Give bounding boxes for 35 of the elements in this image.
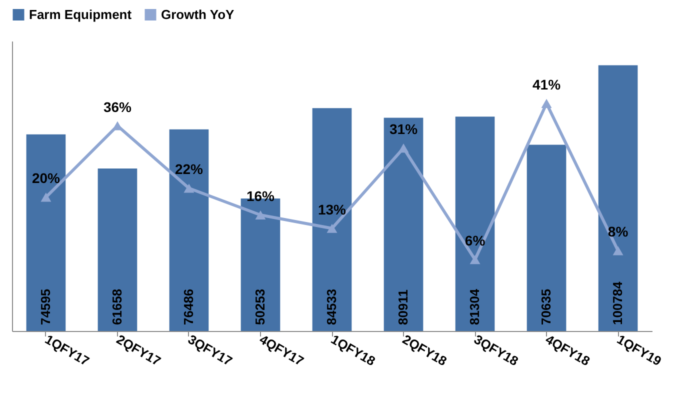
data-label: 61658 xyxy=(109,288,124,325)
data-label: 20% xyxy=(32,170,61,186)
data-label: 81304 xyxy=(467,288,482,325)
bar xyxy=(598,65,638,331)
point xyxy=(541,98,552,108)
point xyxy=(255,210,266,220)
bar xyxy=(455,116,495,331)
data-label: 50253 xyxy=(252,288,268,325)
point xyxy=(184,184,194,193)
data-label: 80911 xyxy=(396,290,411,325)
data-label: 22% xyxy=(174,161,204,178)
bar xyxy=(26,134,66,331)
bar xyxy=(384,118,424,331)
data-label: 41% xyxy=(532,76,562,92)
bar xyxy=(526,144,566,331)
data-label: 13% xyxy=(318,201,347,218)
point xyxy=(612,246,624,256)
point xyxy=(470,255,480,264)
legend-label: Growth YoY xyxy=(161,6,235,22)
data-label: 8% xyxy=(608,224,629,240)
data-label: 84533 xyxy=(324,288,339,325)
point xyxy=(40,192,52,202)
data-label: 70635 xyxy=(538,288,554,325)
point xyxy=(326,224,338,233)
bar xyxy=(312,108,352,331)
data-label: 100784 xyxy=(610,280,626,325)
data-label: 31% xyxy=(389,121,418,138)
data-label: 76486 xyxy=(180,288,196,325)
point xyxy=(398,144,409,153)
data-label: 36% xyxy=(103,98,132,115)
bar xyxy=(169,129,209,331)
bar xyxy=(98,168,138,331)
legend-label: Farm Equipment xyxy=(29,6,132,22)
data-label: 74595 xyxy=(38,288,53,325)
data-label: 6% xyxy=(464,232,486,249)
